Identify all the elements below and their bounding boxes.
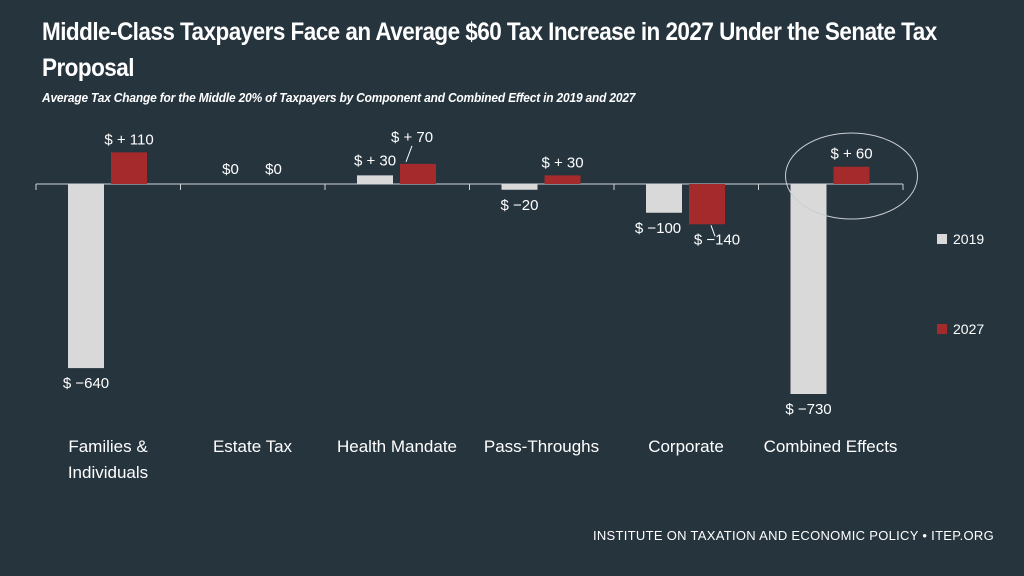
- bar-2019-3: [501, 184, 538, 190]
- data-label-2027-1: $0: [265, 161, 282, 178]
- bar-2019-5: [790, 184, 827, 394]
- bar-2027-3: [544, 175, 581, 184]
- leader-line: [405, 145, 413, 163]
- data-label-2027-5: $ + 60: [830, 146, 872, 163]
- bar-2027-0: [111, 152, 147, 184]
- chart-subtitle: Average Tax Change for the Middle 20% of…: [42, 90, 636, 105]
- leader-line: [710, 225, 716, 237]
- category-label: Families &: [68, 437, 148, 456]
- legend-swatch-2019: [937, 234, 947, 244]
- chart-title: Middle-Class Taxpayers Face an Average $…: [42, 18, 937, 82]
- bar-2019-4: [646, 184, 682, 213]
- legend-swatch-2027: [937, 324, 947, 334]
- data-label-2027-4: $ −140: [694, 231, 740, 248]
- data-label-2027-3: $ + 30: [541, 154, 583, 171]
- source-footer: INSTITUTE ON TAXATION AND ECONOMIC POLIC…: [592, 528, 994, 543]
- data-label-2019-4: $ −100: [635, 220, 681, 237]
- category-label: Combined Effects: [764, 437, 898, 456]
- highlight-ellipse: [785, 132, 918, 220]
- data-label-2027-0: $ + 110: [104, 131, 153, 148]
- bar-2019-2: [357, 175, 393, 184]
- data-label-2019-5: $ −730: [785, 401, 831, 418]
- category-label: Health Mandate: [337, 437, 457, 456]
- legend-label-2027: 2027: [953, 321, 984, 337]
- bar-2027-2: [400, 163, 436, 184]
- bar-2027-4: [689, 184, 725, 225]
- bar-2027-5: [833, 166, 870, 184]
- bar-2019-0: [68, 184, 104, 369]
- data-label-2027-2: $ + 70: [391, 129, 433, 146]
- category-label: Individuals: [68, 463, 148, 482]
- legend-label-2019: 2019: [953, 231, 984, 247]
- data-label-2019-3: $ −20: [501, 197, 539, 214]
- data-label-2019-2: $ + 30: [354, 152, 396, 169]
- data-label-2019-1: $0: [222, 161, 239, 178]
- category-label: Corporate: [648, 437, 724, 456]
- data-label-2019-0: $ −640: [63, 375, 109, 392]
- category-label: Pass-Throughs: [484, 437, 599, 456]
- category-label: Estate Tax: [213, 437, 293, 456]
